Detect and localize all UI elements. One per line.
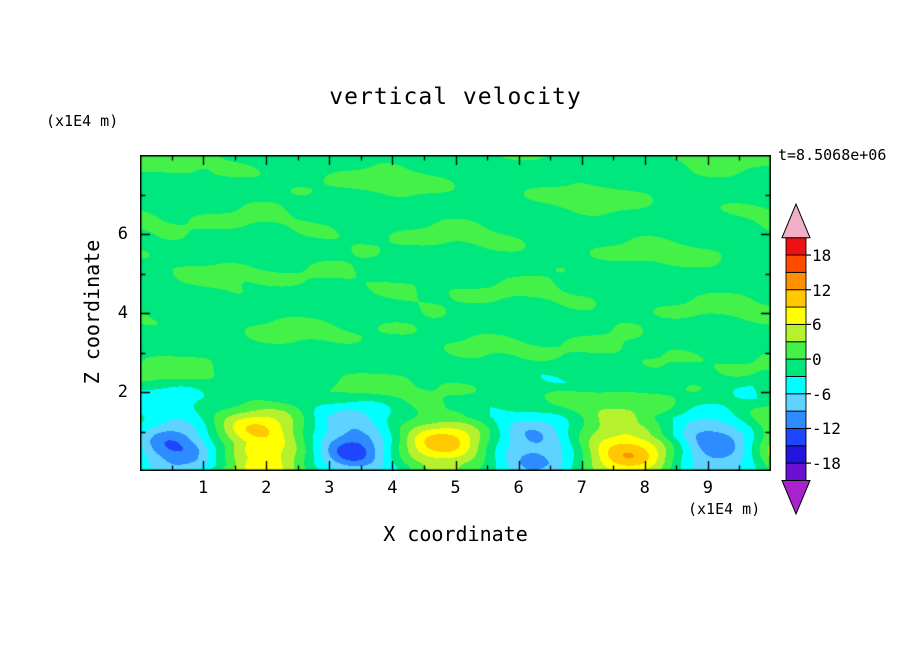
x-tick-label: 2: [261, 478, 272, 498]
x-axis-title: X coordinate: [383, 522, 528, 546]
x-axis-unit-label: (x1E4 m): [688, 500, 761, 518]
colorbar-band: [785, 289, 807, 308]
colorbar-arrow-bottom: [781, 479, 811, 516]
y-axis-unit-label: (x1E4 m): [46, 112, 119, 130]
colorbar-band: [785, 306, 807, 325]
colorbar-band: [785, 393, 807, 412]
colorbar-band: [785, 358, 807, 377]
x-tick-label: 8: [639, 478, 650, 498]
colorbar-arrow-top: [781, 202, 811, 239]
colorbar-label: 6: [812, 315, 822, 335]
colorbar-label: 12: [812, 280, 832, 300]
y-tick-label: 4: [117, 303, 128, 323]
colorbar-band: [785, 237, 807, 256]
colorbar-label: 18: [812, 246, 832, 266]
colorbar-label: -18: [812, 454, 841, 474]
colorbar-band: [785, 341, 807, 360]
colorbar-band: [785, 445, 807, 464]
contour-field-canvas: [140, 155, 771, 471]
colorbar-band: [785, 427, 807, 447]
colorbar-label: -6: [812, 384, 832, 404]
x-tick-label: 7: [576, 478, 587, 498]
colorbar-band: [785, 254, 807, 273]
timestamp-label: t=8.5068e+06: [778, 146, 887, 164]
y-tick-label: 2: [117, 382, 128, 402]
x-tick-label: 1: [197, 478, 209, 498]
x-tick-label: 4: [387, 478, 398, 498]
colorbar-band: [785, 375, 807, 395]
y-tick-label: 6: [117, 224, 128, 244]
colorbar-svg: [781, 202, 811, 516]
colorbar-band: [785, 271, 807, 291]
colorbar-label: -12: [812, 419, 841, 439]
y-axis-tick-labels: 6 4 2: [100, 155, 128, 471]
colorbar-band: [785, 462, 807, 481]
colorbar-label: 0: [812, 350, 822, 370]
colorbar: 18 12 6 0 -6 -12 -18: [778, 200, 898, 520]
colorbar-band: [785, 410, 807, 429]
x-axis-tick-labels: 1 2 3 4 5 6 7 8 9: [140, 478, 771, 500]
x-tick-label: 6: [513, 478, 524, 498]
plot-title: vertical velocity: [329, 84, 582, 110]
colorbar-band: [785, 323, 807, 343]
x-tick-label: 3: [324, 478, 335, 498]
x-tick-label: 5: [450, 478, 461, 498]
x-tick-label: 9: [702, 478, 714, 498]
